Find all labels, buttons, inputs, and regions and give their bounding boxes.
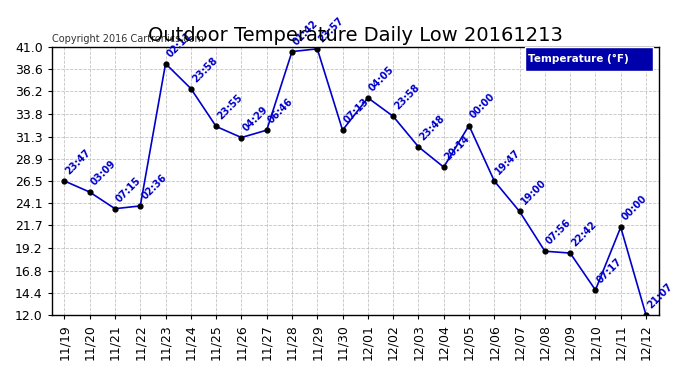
Text: 02:11: 02:11 [165,30,194,59]
Text: 06:46: 06:46 [266,96,295,126]
Text: 00:00: 00:00 [469,92,497,121]
Text: 19:47: 19:47 [493,147,522,176]
Point [312,46,323,52]
Point [413,144,424,150]
Text: 23:58: 23:58 [393,82,422,112]
Point [590,287,601,293]
Point [286,49,297,55]
Point [362,95,373,101]
Text: 23:58: 23:58 [190,55,219,84]
Point [236,135,247,141]
Point [464,123,475,129]
Point [514,209,525,214]
Text: 19:00: 19:00 [519,178,548,207]
Point [135,203,146,209]
Text: 23:57: 23:57 [317,15,346,44]
Point [615,224,627,230]
Text: 23:47: 23:47 [63,147,92,176]
Text: 01:42: 01:42 [291,18,320,47]
Point [540,248,551,254]
Text: 00:00: 00:00 [620,194,649,222]
Text: 07:56: 07:56 [544,217,573,247]
Point [210,123,221,129]
Point [262,127,273,133]
Point [337,127,348,133]
Point [489,178,500,184]
Text: 22:42: 22:42 [569,219,598,248]
Point [59,178,70,184]
Point [438,164,449,170]
Bar [525,47,653,71]
Text: Temperature (°F): Temperature (°F) [528,54,629,64]
Point [110,206,121,212]
Text: 07:13: 07:13 [342,96,371,126]
Text: 04:29: 04:29 [241,104,270,133]
Text: 21:07: 21:07 [645,281,674,310]
Point [160,61,171,67]
Point [564,250,575,256]
Text: 20:14: 20:14 [443,134,472,162]
Text: 07:17: 07:17 [595,256,624,285]
Point [84,189,95,195]
Title: Outdoor Temperature Daily Low 20161213: Outdoor Temperature Daily Low 20161213 [148,26,562,45]
Text: 23:55: 23:55 [215,93,244,122]
Point [640,312,651,318]
Text: 04:05: 04:05 [367,64,396,93]
Text: 03:09: 03:09 [89,159,118,188]
Text: 23:48: 23:48 [417,113,446,142]
Text: 07:15: 07:15 [115,175,144,204]
Text: 02:36: 02:36 [139,172,168,201]
Point [388,113,399,119]
Text: Copyright 2016 Cartronics.com: Copyright 2016 Cartronics.com [52,34,204,44]
Point [186,86,197,92]
